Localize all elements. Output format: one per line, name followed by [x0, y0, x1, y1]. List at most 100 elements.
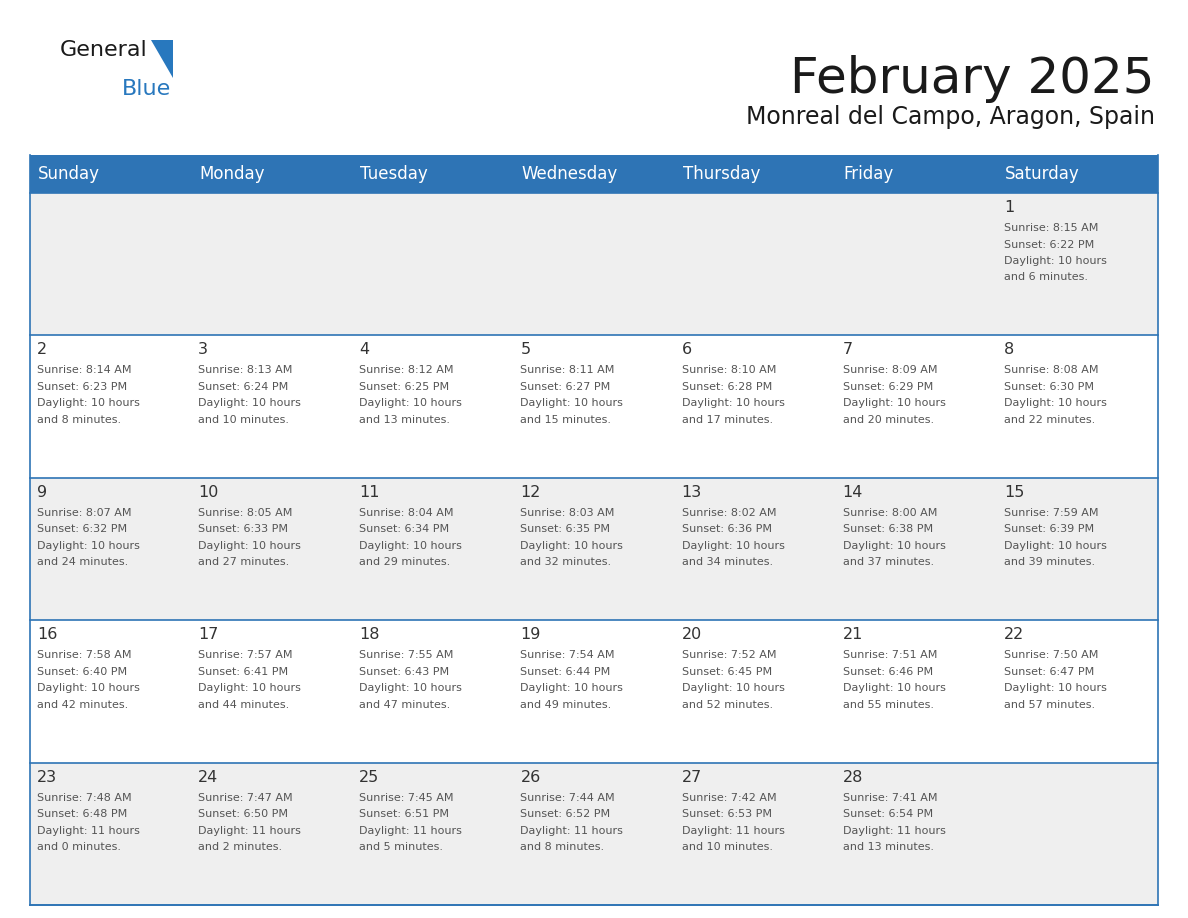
- Text: Sunrise: 8:03 AM: Sunrise: 8:03 AM: [520, 508, 615, 518]
- Text: Wednesday: Wednesday: [522, 165, 618, 183]
- Text: Daylight: 10 hours: Daylight: 10 hours: [37, 541, 140, 551]
- Text: Daylight: 10 hours: Daylight: 10 hours: [842, 398, 946, 409]
- Text: Sunrise: 7:52 AM: Sunrise: 7:52 AM: [682, 650, 776, 660]
- Text: Sunset: 6:46 PM: Sunset: 6:46 PM: [842, 666, 933, 677]
- Text: Sunrise: 8:00 AM: Sunrise: 8:00 AM: [842, 508, 937, 518]
- Text: Sunrise: 8:09 AM: Sunrise: 8:09 AM: [842, 365, 937, 375]
- Text: Daylight: 10 hours: Daylight: 10 hours: [198, 398, 301, 409]
- Text: and 44 minutes.: and 44 minutes.: [198, 700, 290, 710]
- Text: Sunrise: 8:07 AM: Sunrise: 8:07 AM: [37, 508, 132, 518]
- Text: Tuesday: Tuesday: [360, 165, 428, 183]
- Text: 24: 24: [198, 769, 219, 785]
- Text: Sunrise: 8:15 AM: Sunrise: 8:15 AM: [1004, 223, 1098, 233]
- Text: and 22 minutes.: and 22 minutes.: [1004, 415, 1095, 425]
- Text: Sunset: 6:35 PM: Sunset: 6:35 PM: [520, 524, 611, 534]
- Text: Sunrise: 7:57 AM: Sunrise: 7:57 AM: [198, 650, 292, 660]
- Bar: [30, 335, 1158, 477]
- Text: and 24 minutes.: and 24 minutes.: [37, 557, 128, 567]
- Text: and 8 minutes.: and 8 minutes.: [37, 415, 121, 425]
- Text: 28: 28: [842, 769, 864, 785]
- Text: Daylight: 11 hours: Daylight: 11 hours: [359, 825, 462, 835]
- Text: Sunrise: 7:44 AM: Sunrise: 7:44 AM: [520, 792, 615, 802]
- Text: Sunset: 6:33 PM: Sunset: 6:33 PM: [198, 524, 289, 534]
- Text: Sunset: 6:32 PM: Sunset: 6:32 PM: [37, 524, 127, 534]
- Text: Sunrise: 7:50 AM: Sunrise: 7:50 AM: [1004, 650, 1098, 660]
- Text: Daylight: 10 hours: Daylight: 10 hours: [520, 541, 624, 551]
- Text: Sunset: 6:48 PM: Sunset: 6:48 PM: [37, 809, 127, 819]
- Text: Daylight: 10 hours: Daylight: 10 hours: [682, 398, 784, 409]
- Polygon shape: [151, 40, 173, 78]
- Text: Sunset: 6:44 PM: Sunset: 6:44 PM: [520, 666, 611, 677]
- Text: 19: 19: [520, 627, 541, 643]
- Text: and 17 minutes.: and 17 minutes.: [682, 415, 772, 425]
- Text: Sunrise: 8:10 AM: Sunrise: 8:10 AM: [682, 365, 776, 375]
- Text: and 27 minutes.: and 27 minutes.: [198, 557, 290, 567]
- Text: 25: 25: [359, 769, 379, 785]
- Text: Sunrise: 8:13 AM: Sunrise: 8:13 AM: [198, 365, 292, 375]
- Text: 4: 4: [359, 342, 369, 357]
- Text: and 10 minutes.: and 10 minutes.: [682, 842, 772, 852]
- Text: Daylight: 11 hours: Daylight: 11 hours: [520, 825, 624, 835]
- Text: Sunset: 6:28 PM: Sunset: 6:28 PM: [682, 382, 772, 392]
- Text: Daylight: 10 hours: Daylight: 10 hours: [520, 683, 624, 693]
- Text: Sunset: 6:38 PM: Sunset: 6:38 PM: [842, 524, 933, 534]
- Text: Sunrise: 7:54 AM: Sunrise: 7:54 AM: [520, 650, 615, 660]
- Text: Saturday: Saturday: [1005, 165, 1080, 183]
- Text: 10: 10: [198, 485, 219, 499]
- Text: 2: 2: [37, 342, 48, 357]
- Text: Sunrise: 8:11 AM: Sunrise: 8:11 AM: [520, 365, 615, 375]
- Text: Sunrise: 8:02 AM: Sunrise: 8:02 AM: [682, 508, 776, 518]
- Text: Sunset: 6:27 PM: Sunset: 6:27 PM: [520, 382, 611, 392]
- Text: and 10 minutes.: and 10 minutes.: [198, 415, 289, 425]
- Text: Daylight: 10 hours: Daylight: 10 hours: [842, 683, 946, 693]
- Text: 5: 5: [520, 342, 531, 357]
- Text: and 52 minutes.: and 52 minutes.: [682, 700, 772, 710]
- Text: Sunset: 6:53 PM: Sunset: 6:53 PM: [682, 809, 771, 819]
- Text: 16: 16: [37, 627, 57, 643]
- Text: Daylight: 10 hours: Daylight: 10 hours: [842, 541, 946, 551]
- Text: and 0 minutes.: and 0 minutes.: [37, 842, 121, 852]
- Text: and 8 minutes.: and 8 minutes.: [520, 842, 605, 852]
- Text: Monday: Monday: [200, 165, 265, 183]
- Text: and 47 minutes.: and 47 minutes.: [359, 700, 450, 710]
- Text: and 42 minutes.: and 42 minutes.: [37, 700, 128, 710]
- Text: and 2 minutes.: and 2 minutes.: [198, 842, 283, 852]
- Text: Friday: Friday: [843, 165, 893, 183]
- Text: Thursday: Thursday: [683, 165, 760, 183]
- Text: Daylight: 10 hours: Daylight: 10 hours: [520, 398, 624, 409]
- Text: Sunset: 6:22 PM: Sunset: 6:22 PM: [1004, 240, 1094, 250]
- Bar: [30, 155, 1158, 193]
- Text: and 55 minutes.: and 55 minutes.: [842, 700, 934, 710]
- Text: Sunset: 6:50 PM: Sunset: 6:50 PM: [198, 809, 289, 819]
- Bar: [30, 621, 1158, 763]
- Text: and 5 minutes.: and 5 minutes.: [359, 842, 443, 852]
- Text: 14: 14: [842, 485, 864, 499]
- Text: Sunset: 6:40 PM: Sunset: 6:40 PM: [37, 666, 127, 677]
- Text: Sunset: 6:36 PM: Sunset: 6:36 PM: [682, 524, 771, 534]
- Text: and 6 minutes.: and 6 minutes.: [1004, 273, 1088, 283]
- Text: General: General: [61, 40, 147, 60]
- Text: and 13 minutes.: and 13 minutes.: [359, 415, 450, 425]
- Text: and 20 minutes.: and 20 minutes.: [842, 415, 934, 425]
- Text: Daylight: 10 hours: Daylight: 10 hours: [198, 541, 301, 551]
- Text: Sunset: 6:47 PM: Sunset: 6:47 PM: [1004, 666, 1094, 677]
- Text: Sunrise: 7:42 AM: Sunrise: 7:42 AM: [682, 792, 776, 802]
- Text: Sunrise: 7:58 AM: Sunrise: 7:58 AM: [37, 650, 132, 660]
- Text: Sunrise: 7:55 AM: Sunrise: 7:55 AM: [359, 650, 454, 660]
- Text: Daylight: 10 hours: Daylight: 10 hours: [682, 541, 784, 551]
- Bar: [30, 477, 1158, 621]
- Text: Sunset: 6:45 PM: Sunset: 6:45 PM: [682, 666, 772, 677]
- Text: 9: 9: [37, 485, 48, 499]
- Text: Sunrise: 7:48 AM: Sunrise: 7:48 AM: [37, 792, 132, 802]
- Text: 3: 3: [198, 342, 208, 357]
- Text: Sunrise: 8:12 AM: Sunrise: 8:12 AM: [359, 365, 454, 375]
- Text: and 15 minutes.: and 15 minutes.: [520, 415, 612, 425]
- Text: and 13 minutes.: and 13 minutes.: [842, 842, 934, 852]
- Text: Sunset: 6:29 PM: Sunset: 6:29 PM: [842, 382, 933, 392]
- Text: 21: 21: [842, 627, 864, 643]
- Text: Sunrise: 8:04 AM: Sunrise: 8:04 AM: [359, 508, 454, 518]
- Bar: [30, 193, 1158, 335]
- Text: Sunrise: 8:05 AM: Sunrise: 8:05 AM: [198, 508, 292, 518]
- Text: 18: 18: [359, 627, 380, 643]
- Text: 20: 20: [682, 627, 702, 643]
